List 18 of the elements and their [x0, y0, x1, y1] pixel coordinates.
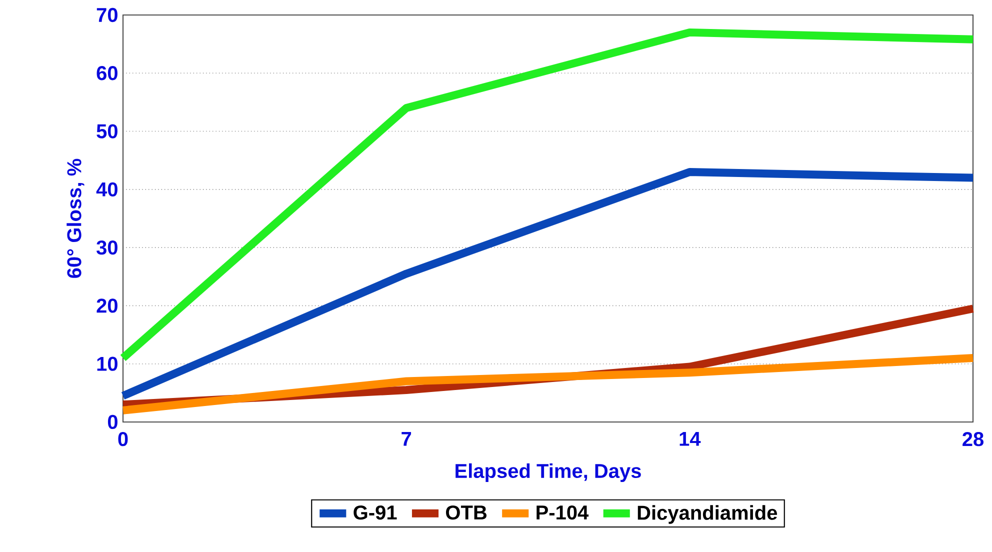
- y-tick-label: 70: [96, 8, 118, 22]
- y-tick-label: 30: [96, 240, 118, 255]
- x-tick-label: 14: [680, 432, 701, 446]
- y-axis-title: 60° Gloss, %: [66, 158, 84, 278]
- x-tick-label: 28: [962, 432, 984, 446]
- y-tick-label: 60: [96, 66, 118, 80]
- y-tick-label: 20: [96, 298, 118, 313]
- legend-label: Dicyandiamide: [638, 505, 778, 524]
- legend-label: OTB: [446, 505, 487, 520]
- y-tick-label: 0: [108, 414, 118, 430]
- y-tick-label: 10: [97, 356, 118, 371]
- x-axis-title: Elapsed Time, Days: [456, 463, 641, 482]
- legend-label: P-104: [536, 505, 589, 520]
- x-tick-label: 7: [402, 432, 412, 446]
- legend-label: G-91: [354, 505, 397, 520]
- y-tick-label: 40: [96, 182, 118, 196]
- y-tick-label: 50: [96, 124, 118, 138]
- x-tick-label: 0: [118, 432, 128, 446]
